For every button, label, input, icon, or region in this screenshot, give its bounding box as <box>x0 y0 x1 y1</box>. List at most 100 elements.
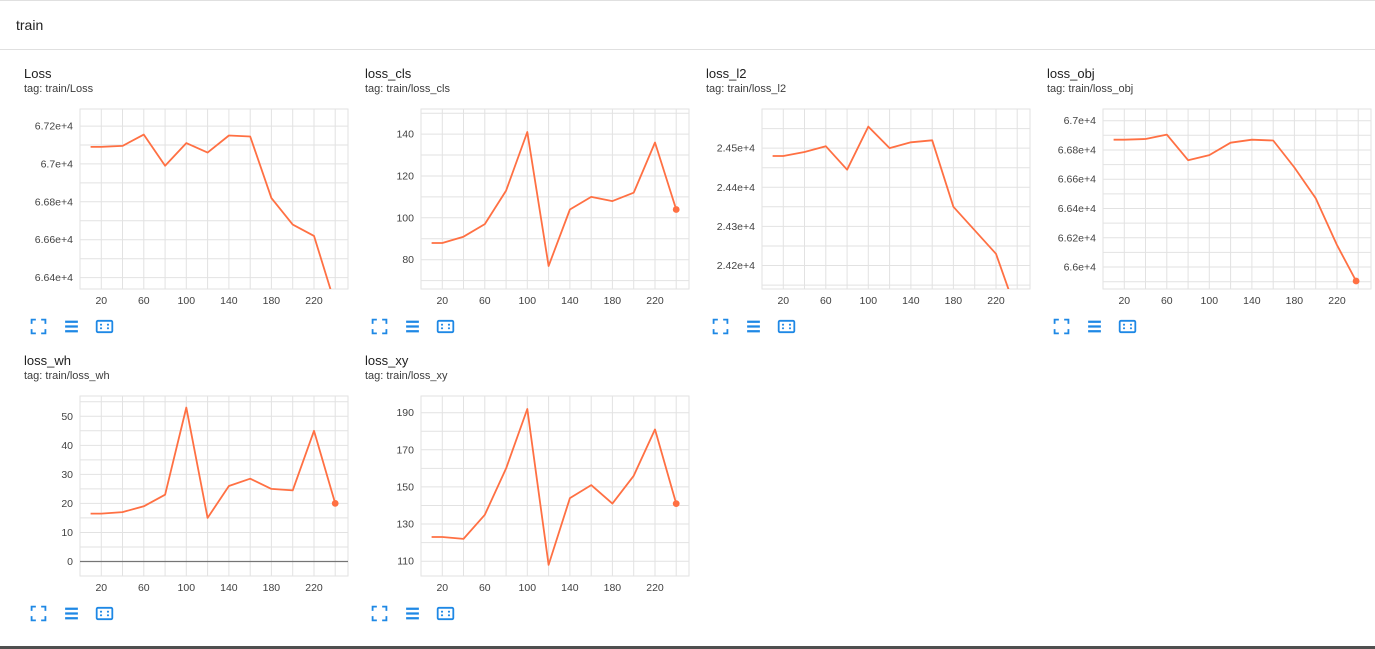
fit-domain-icon <box>95 319 114 333</box>
expand-chart-button[interactable] <box>1052 317 1071 335</box>
svg-text:20: 20 <box>1118 295 1130 307</box>
line-chart[interactable]: 2.42e+4 2.43e+4 2.44e+4 2.45e+4 20 60 100 140 18… <box>706 102 1036 314</box>
fit-domain-button[interactable] <box>95 317 114 335</box>
svg-text:170: 170 <box>396 444 414 456</box>
chart-toolbar <box>365 604 701 622</box>
chart-card: loss_wh tag: train/loss_wh 0 10 20 30 40 50 20… <box>24 353 360 622</box>
svg-text:100: 100 <box>519 295 537 307</box>
run-selector-button[interactable] <box>62 317 81 335</box>
svg-text:140: 140 <box>396 129 414 141</box>
svg-text:6.6e+4: 6.6e+4 <box>1064 262 1097 274</box>
fit-domain-button[interactable] <box>436 604 455 622</box>
fit-domain-button[interactable] <box>95 604 114 622</box>
svg-text:6.68e+4: 6.68e+4 <box>1058 145 1096 157</box>
run-selector-button[interactable] <box>744 317 763 335</box>
expand-icon <box>371 605 388 621</box>
run-selector-button[interactable] <box>1085 317 1104 335</box>
chart-card: loss_xy tag: train/loss_xy 110 130 150 170 1… <box>365 353 701 622</box>
line-chart[interactable]: 6.6e+4 6.62e+4 6.64e+4 6.66e+4 6.68e+4 6.7e+4… <box>1047 102 1375 314</box>
svg-text:100: 100 <box>178 295 196 307</box>
svg-text:190: 190 <box>396 407 414 419</box>
svg-text:20: 20 <box>95 582 107 594</box>
svg-text:40: 40 <box>61 440 73 452</box>
run-selector-button[interactable] <box>403 604 422 622</box>
svg-text:2.42e+4: 2.42e+4 <box>717 260 755 272</box>
fit-domain-button[interactable] <box>436 317 455 335</box>
chart-tag: tag: train/loss_wh <box>24 370 110 383</box>
chart-toolbar <box>24 317 360 335</box>
svg-text:60: 60 <box>820 295 832 307</box>
svg-text:140: 140 <box>220 295 238 307</box>
svg-text:220: 220 <box>305 582 323 594</box>
fit-domain-icon <box>777 319 796 333</box>
chart-card: loss_cls tag: train/loss_cls 80 100 120 140… <box>365 66 701 335</box>
run-selector-icon <box>1088 320 1101 332</box>
chart-tag: tag: train/loss_cls <box>365 83 450 96</box>
expand-chart-button[interactable] <box>29 604 48 622</box>
svg-text:30: 30 <box>61 469 73 481</box>
svg-text:6.7e+4: 6.7e+4 <box>41 158 74 170</box>
svg-text:0: 0 <box>67 556 73 568</box>
svg-text:140: 140 <box>561 582 579 594</box>
svg-text:140: 140 <box>561 295 579 307</box>
svg-text:110: 110 <box>397 556 414 568</box>
svg-text:6.66e+4: 6.66e+4 <box>35 234 73 246</box>
fit-domain-button[interactable] <box>1118 317 1137 335</box>
run-group-title: train <box>16 17 44 33</box>
line-chart[interactable]: 0 10 20 30 40 50 20 60 100 140 180 220 <box>24 389 354 601</box>
svg-text:2.44e+4: 2.44e+4 <box>717 182 755 194</box>
svg-text:100: 100 <box>178 582 196 594</box>
fit-domain-icon <box>1118 319 1137 333</box>
svg-text:220: 220 <box>987 295 1005 307</box>
svg-text:2.45e+4: 2.45e+4 <box>717 143 755 155</box>
expand-icon <box>712 318 729 334</box>
svg-text:60: 60 <box>138 295 150 307</box>
run-group-header[interactable]: train <box>0 0 1375 50</box>
run-selector-button[interactable] <box>403 317 422 335</box>
svg-text:220: 220 <box>305 295 323 307</box>
expand-icon <box>30 318 47 334</box>
horizontal-scrollbar[interactable] <box>0 646 1375 649</box>
fit-domain-button[interactable] <box>777 317 796 335</box>
expand-chart-button[interactable] <box>711 317 730 335</box>
chart-toolbar <box>24 604 360 622</box>
expand-chart-button[interactable] <box>29 317 48 335</box>
fit-domain-icon <box>95 606 114 620</box>
chart-title: loss_cls <box>365 66 412 81</box>
fit-domain-icon <box>436 319 455 333</box>
svg-text:6.7e+4: 6.7e+4 <box>1064 115 1097 127</box>
chart-card: loss_l2 tag: train/loss_l2 2.42e+4 2.43e+… <box>706 66 1042 335</box>
run-selector-button[interactable] <box>62 604 81 622</box>
expand-icon <box>30 605 47 621</box>
svg-text:140: 140 <box>902 295 920 307</box>
svg-text:220: 220 <box>646 295 664 307</box>
svg-text:220: 220 <box>1328 295 1346 307</box>
line-chart[interactable]: 80 100 120 140 20 60 100 140 180 220 <box>365 102 695 314</box>
run-selector-icon <box>65 320 78 332</box>
svg-text:6.64e+4: 6.64e+4 <box>1058 203 1096 215</box>
run-selector-icon <box>406 320 419 332</box>
expand-chart-button[interactable] <box>370 317 389 335</box>
line-chart[interactable]: 6.64e+4 6.66e+4 6.68e+4 6.7e+4 6.72e+4 20 60 10… <box>24 102 354 314</box>
svg-text:150: 150 <box>396 481 414 493</box>
chart-tag: tag: train/loss_xy <box>365 370 448 383</box>
svg-text:120: 120 <box>396 171 414 183</box>
svg-text:130: 130 <box>396 519 414 531</box>
chart-toolbar <box>706 317 1042 335</box>
chart-title: loss_obj <box>1047 66 1095 81</box>
svg-text:20: 20 <box>95 295 107 307</box>
svg-text:180: 180 <box>1286 295 1304 307</box>
chart-card: Loss tag: train/Loss 6.64e+4 6.66e+4 6.68e… <box>24 66 360 335</box>
chart-title: loss_l2 <box>706 66 747 81</box>
line-chart[interactable]: 110 130 150 170 190 20 60 100 140 180 220 <box>365 389 695 601</box>
chart-tag: tag: train/loss_l2 <box>706 83 787 96</box>
chart-title: loss_xy <box>365 353 409 368</box>
svg-text:6.62e+4: 6.62e+4 <box>1058 232 1096 244</box>
chart-toolbar <box>1047 317 1375 335</box>
svg-text:140: 140 <box>220 582 238 594</box>
svg-text:180: 180 <box>945 295 963 307</box>
svg-text:20: 20 <box>436 582 448 594</box>
expand-chart-button[interactable] <box>370 604 389 622</box>
svg-text:220: 220 <box>646 582 664 594</box>
svg-text:60: 60 <box>138 582 150 594</box>
